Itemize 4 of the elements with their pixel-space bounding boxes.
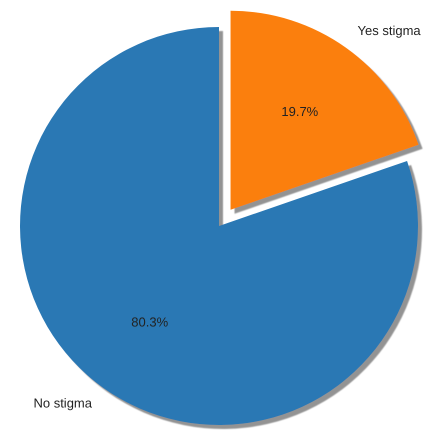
slice-label: Yes stigma (358, 22, 422, 38)
slice-label: No stigma (33, 396, 93, 411)
data-label: 80.3% (131, 314, 169, 330)
data-label: 19.7% (281, 104, 319, 119)
